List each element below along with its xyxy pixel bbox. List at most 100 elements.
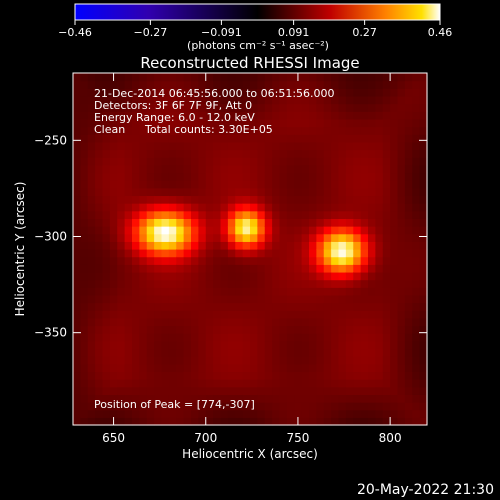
heatmap-cell — [154, 126, 163, 135]
heatmap-cell — [345, 187, 354, 197]
heatmap-cell — [168, 386, 177, 395]
heatmap-cell — [168, 371, 177, 380]
heatmap-cell — [154, 195, 163, 204]
heatmap-cell — [220, 310, 229, 319]
heatmap-cell — [397, 195, 406, 204]
heatmap-cell — [301, 118, 310, 128]
heatmap-cell — [419, 164, 428, 174]
heatmap-cell — [168, 134, 177, 143]
heatmap-cell — [205, 95, 214, 105]
heatmap-cell — [353, 118, 362, 128]
heatmap-cell — [286, 218, 295, 227]
heatmap-cell — [176, 88, 185, 97]
heatmap-cell — [250, 409, 258, 418]
heatmap-cell — [139, 180, 148, 189]
heatmap-cell — [191, 279, 199, 288]
heatmap-cell — [264, 226, 273, 235]
heatmap-cell — [235, 317, 244, 327]
heatmap-cell — [117, 195, 126, 204]
heatmap-cell — [80, 348, 89, 357]
heatmap-cell — [331, 417, 340, 426]
heatmap-cell — [73, 279, 81, 288]
heatmap-cell — [132, 218, 140, 227]
heatmap-cell — [161, 371, 170, 380]
heatmap-cell — [360, 356, 369, 365]
heatmap-cell — [272, 379, 281, 388]
heatmap-cell — [368, 371, 376, 380]
heatmap-cell — [353, 287, 362, 296]
heatmap-cell — [73, 134, 81, 143]
heatmap-cell — [220, 340, 229, 350]
heatmap-cell — [102, 157, 111, 166]
heatmap-cell — [264, 386, 273, 395]
heatmap-cell — [412, 195, 421, 204]
heatmap-cell — [220, 195, 229, 204]
heatmap-cell — [264, 172, 273, 181]
heatmap-cell — [73, 210, 81, 219]
heatmap-cell — [205, 218, 214, 227]
heatmap-cell — [87, 386, 96, 395]
heatmap-cell — [87, 279, 96, 288]
heatmap-cell — [154, 180, 163, 189]
heatmap-cell — [368, 317, 376, 327]
heatmap-cell — [316, 386, 325, 395]
heatmap-cell — [286, 340, 295, 350]
heatmap-cell — [412, 164, 421, 174]
heatmap-cell — [382, 172, 391, 181]
heatmap-cell — [338, 80, 347, 89]
heatmap-cell — [360, 111, 369, 120]
heatmap-cell — [294, 141, 303, 151]
heatmap-cell — [382, 164, 391, 174]
heatmap-cell — [191, 195, 199, 204]
heatmap-cell — [375, 164, 384, 174]
heatmap-cell — [109, 271, 118, 281]
heatmap-cell — [139, 363, 148, 373]
heatmap-cell — [294, 333, 303, 342]
heatmap-cell — [404, 348, 413, 357]
heatmap-cell — [124, 80, 133, 89]
heatmap-cell — [412, 103, 421, 112]
heatmap-cell — [191, 180, 199, 189]
heatmap-cell — [250, 317, 258, 327]
heatmap-cell — [132, 210, 140, 219]
heatmap-cell — [198, 294, 207, 304]
heatmap-cell — [73, 149, 81, 158]
heatmap-cell — [124, 103, 133, 112]
heatmap-cell — [73, 233, 81, 242]
heatmap-cell — [272, 80, 281, 89]
heatmap-cell — [397, 95, 406, 105]
heatmap-cell — [250, 294, 258, 304]
heatmap-cell — [404, 195, 413, 204]
heatmap-cell — [132, 256, 140, 265]
heatmap-cell — [279, 203, 288, 212]
heatmap-cell — [198, 340, 207, 350]
heatmap-cell — [109, 249, 118, 258]
heatmap-cell — [382, 134, 391, 143]
heatmap-cell — [397, 294, 406, 304]
heatmap-cell — [124, 187, 133, 197]
heatmap-cell — [95, 371, 104, 380]
heatmap-cell — [80, 203, 89, 212]
heatmap-cell — [279, 111, 288, 120]
heatmap-cell — [73, 164, 81, 174]
heatmap-cell — [176, 141, 185, 151]
heatmap-cell — [412, 210, 421, 219]
heatmap-cell — [146, 149, 155, 158]
heatmap-cell — [132, 241, 140, 250]
heatmap-cell — [294, 394, 303, 403]
heatmap-cell — [382, 210, 391, 219]
heatmap-cell — [397, 325, 406, 334]
heatmap-cell — [117, 95, 126, 105]
heatmap-cell — [102, 103, 111, 112]
heatmap-cell — [146, 241, 155, 250]
heatmap-cell — [404, 95, 413, 105]
heatmap-cell — [368, 417, 376, 426]
heatmap-cell — [242, 210, 251, 219]
heatmap-cell — [272, 325, 281, 334]
heatmap-cell — [316, 256, 325, 265]
heatmap-cell — [338, 95, 347, 105]
heatmap-cell — [286, 386, 295, 395]
heatmap-cell — [316, 164, 325, 174]
heatmap-cell — [375, 340, 384, 350]
heatmap-cell — [382, 325, 391, 334]
